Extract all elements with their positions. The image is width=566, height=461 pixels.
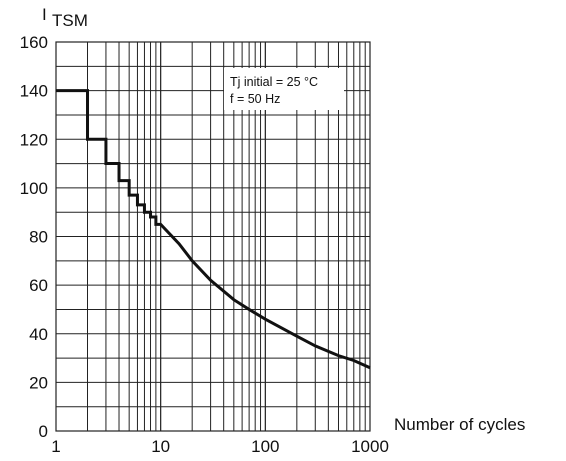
y-tick-label: 60	[29, 276, 48, 295]
y-tick-label: 140	[20, 82, 48, 101]
y-tick-labels: 0 20 40 60 80 100 120 140 160	[20, 33, 48, 441]
annotation-tj: Tj initial = 25 °C	[230, 75, 318, 89]
y-tick-label: 80	[29, 228, 48, 247]
plot-frame	[55, 41, 371, 432]
y-tick-label: 160	[20, 33, 48, 52]
y-axis-label-prefix: I	[42, 5, 47, 24]
x-axis-label: Number of cycles	[394, 415, 525, 434]
annotation-box	[224, 68, 344, 110]
y-tick-label: 20	[29, 373, 48, 392]
x-tick-label: 100	[251, 437, 279, 456]
y-axis-label-sub: TSM	[52, 11, 88, 30]
y-tick-label: 100	[20, 179, 48, 198]
x-tick-label: 10	[151, 437, 170, 456]
x-tick-labels: 1 10 100 1000	[51, 437, 389, 456]
y-tick-label: 40	[29, 325, 48, 344]
series-line-itsm	[56, 89, 371, 370]
y-tick-label: 120	[20, 130, 48, 149]
x-tick-label: 1	[51, 437, 60, 456]
x-tick-label: 1000	[351, 437, 389, 456]
annotation-freq: f = 50 Hz	[230, 92, 280, 106]
y-tick-label: 0	[39, 422, 48, 441]
